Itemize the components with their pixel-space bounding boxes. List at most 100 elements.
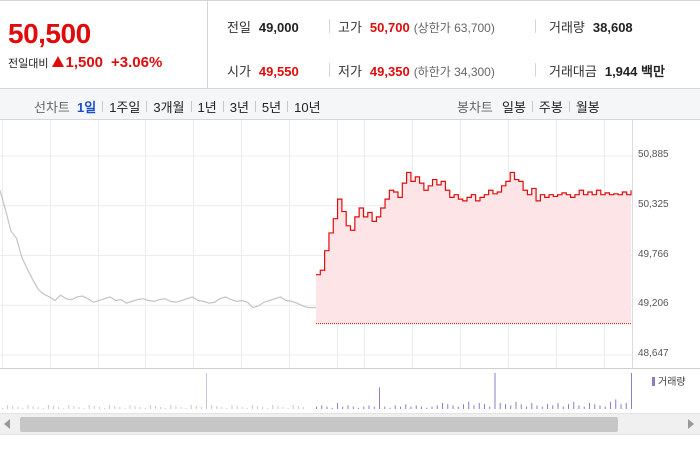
previous-volume-bar: [42, 408, 44, 409]
previous-volume-bar: [78, 407, 80, 409]
open-label: 시가: [227, 64, 251, 79]
chart-scrollbar[interactable]: [0, 413, 700, 435]
price-chart[interactable]: 50,885 50,325 49,766 49,206 48,647: [0, 120, 700, 368]
previous-volume-bar: [262, 407, 264, 409]
volume-bar: [321, 405, 323, 409]
previous-volume-bar: [185, 408, 187, 409]
period-separator: [146, 101, 148, 112]
change-percent: +3.06%: [111, 54, 163, 71]
previous-volume-bar: [88, 405, 90, 409]
low-value: 49,350: [369, 64, 410, 79]
stat-divider: [329, 63, 330, 77]
previous-volume-bar: [124, 408, 126, 409]
volume-bar: [526, 406, 527, 409]
volume-bar: [599, 405, 601, 409]
previous-volume-bar: [200, 407, 202, 409]
previous-volume-bar: [206, 373, 207, 409]
previous-volume-bar: [119, 407, 121, 409]
volume-bar: [604, 406, 606, 409]
line-period-3[interactable]: 1년: [197, 100, 217, 115]
stat-divider: [535, 19, 536, 33]
volume-bar: [363, 406, 365, 409]
previous-volume-bar: [144, 408, 146, 409]
line-period-0[interactable]: 1일: [77, 100, 97, 115]
previous-volume-bar: [37, 407, 39, 409]
volume-bar: [421, 406, 422, 409]
volume-bar: [373, 406, 375, 409]
volume-bar: [505, 404, 506, 409]
volume-bar: [499, 403, 501, 409]
candle-period-2[interactable]: 월봉: [575, 100, 600, 115]
today-price-line: [316, 171, 632, 276]
previous-volume-bar: [93, 406, 95, 409]
volume-bar: [520, 404, 522, 409]
summary-panel: 50,500 전일대비 1,500 +3.06% 전일 49,000 고가 50,700…: [0, 0, 700, 89]
volume-bar: [463, 404, 464, 409]
previous-volume-bar: [251, 405, 253, 409]
scroll-right-arrow-icon[interactable]: [688, 419, 694, 429]
previous-volume-bar: [165, 408, 167, 409]
volume-bar: [447, 404, 449, 409]
period-separator: [531, 101, 533, 112]
previous-volume-bar: [170, 405, 172, 409]
previous-volume-bar: [180, 407, 182, 409]
volume-bar: [426, 407, 428, 409]
previous-volume-bar: [160, 407, 162, 409]
previous-volume-bar: [282, 407, 284, 409]
volume-bar: [316, 406, 317, 409]
volume-bar: [536, 405, 538, 409]
scroll-left-arrow-icon[interactable]: [4, 419, 10, 429]
scrollbar-thumb[interactable]: [20, 417, 618, 432]
period-separator: [254, 101, 256, 112]
volume-chart[interactable]: 거래량: [0, 368, 700, 410]
price-chart-svg: [0, 120, 633, 368]
y-tick-label: 48,647: [638, 348, 669, 359]
stat-open: 시가 49,550: [227, 61, 299, 80]
line-period-1[interactable]: 1주일: [109, 100, 141, 115]
low-label: 저가: [338, 64, 362, 79]
change-value: 1,500: [65, 54, 104, 71]
volume-bar: [436, 405, 438, 409]
previous-volume-bar: [231, 405, 233, 409]
line-period-2[interactable]: 3개월: [153, 100, 185, 115]
volume-bar: [594, 404, 596, 409]
volume-chart-svg: [2, 373, 632, 409]
previous-volume-bar: [27, 405, 29, 409]
previous-volume-bar: [246, 408, 248, 409]
previous-volume-bar: [292, 405, 294, 409]
previous-volume-bar: [277, 406, 279, 409]
line-chart-label: 선차트: [34, 100, 70, 115]
period-separator: [568, 101, 570, 112]
volume-bar: [515, 401, 517, 409]
y-tick-label: 49,206: [638, 298, 669, 310]
stat-divider: [329, 19, 330, 33]
volume-bar: [557, 403, 559, 409]
line-period-5[interactable]: 5년: [261, 100, 282, 115]
volume-bar: [368, 405, 370, 409]
prev-close-label: 전일: [227, 20, 251, 35]
stat-high: 고가 50,700 (상한가 63,700): [338, 17, 495, 36]
volume-bar: [478, 403, 480, 409]
line-period-4[interactable]: 3년: [229, 100, 249, 115]
lower-limit: (하한가 34,300): [413, 65, 495, 79]
volume-bar: [415, 405, 417, 409]
volume-bar: [473, 405, 475, 409]
volume-bar: [562, 406, 564, 409]
previous-volume-bar: [211, 405, 213, 409]
previous-volume-bar: [190, 405, 192, 409]
line-period-6[interactable]: 10년: [294, 100, 321, 115]
previous-volume-bar: [226, 408, 228, 409]
candle-period-0[interactable]: 일봉: [502, 100, 526, 115]
period-separator: [190, 101, 192, 112]
previous-volume-bar: [257, 406, 258, 409]
volume-bar: [457, 406, 459, 409]
today-price-area: [316, 172, 631, 324]
previous-volume-bar: [155, 406, 156, 409]
candle-period-1[interactable]: 주봉: [538, 100, 563, 115]
previous-volume-bar: [73, 406, 75, 409]
period-separator: [102, 101, 104, 112]
previous-volume-bar: [53, 406, 54, 409]
volume-bar: [620, 404, 622, 409]
stat-divider: [535, 63, 536, 77]
